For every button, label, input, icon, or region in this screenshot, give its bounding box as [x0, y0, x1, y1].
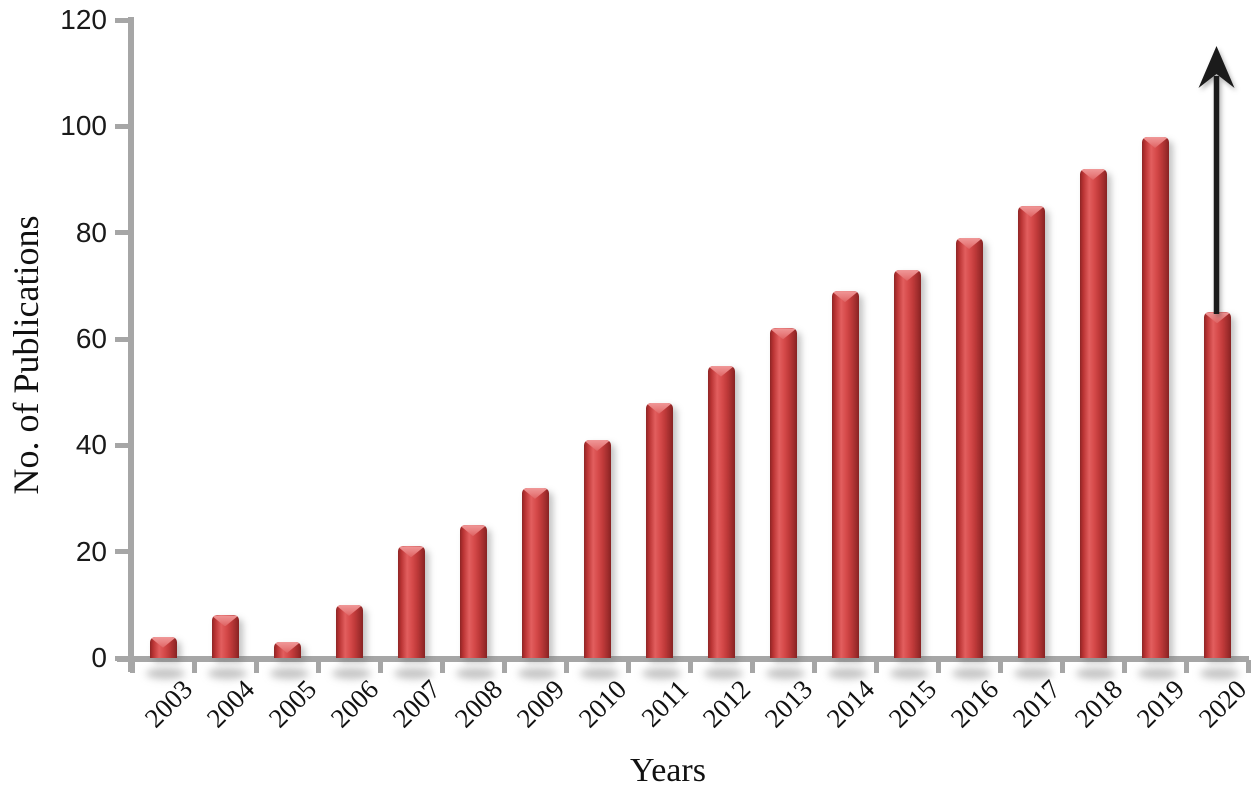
x-tick [439, 660, 445, 673]
bar-2017 [1017, 206, 1045, 658]
x-tick [501, 660, 507, 673]
x-tick [935, 660, 941, 673]
x-axis-line [117, 655, 1249, 662]
x-category-label: 2005 [262, 674, 323, 734]
bar-2018 [1079, 168, 1107, 658]
bar-2007 [397, 546, 425, 658]
x-tick [997, 660, 1003, 673]
x-tick [811, 660, 817, 673]
y-tick-label: 80 [75, 216, 107, 248]
x-tick [1059, 660, 1065, 673]
x-tick [1245, 660, 1251, 673]
x-category-label: 2017 [1006, 674, 1067, 734]
y-tick [115, 655, 129, 661]
x-tick [687, 660, 693, 673]
y-tick [115, 549, 129, 555]
x-category-label: 2003 [138, 674, 199, 734]
bar-2015 [893, 269, 921, 658]
y-tick [115, 442, 129, 448]
x-tick [1121, 660, 1127, 673]
bar-2019 [1141, 136, 1169, 658]
x-category-label: 2013 [758, 674, 819, 734]
bar-2004 [211, 615, 239, 658]
x-category-label: 2014 [820, 674, 881, 734]
bar-2009 [521, 487, 549, 658]
bar-2003 [149, 636, 177, 658]
x-tick [625, 660, 631, 673]
y-axis-line [128, 17, 134, 672]
x-category-label: 2019 [1130, 674, 1191, 734]
bar-2011 [645, 402, 673, 658]
x-category-label: 2007 [386, 674, 447, 734]
bar-2010 [583, 440, 611, 658]
x-category-label: 2011 [635, 674, 695, 733]
x-category-label: 2010 [572, 674, 633, 734]
y-tick-label: 120 [60, 4, 107, 35]
x-category-label: 2015 [882, 674, 943, 734]
x-tick [315, 660, 321, 673]
x-category-label: 2012 [696, 674, 757, 734]
bar-2012 [707, 365, 735, 658]
y-tick [115, 336, 129, 342]
y-tick-label: 100 [60, 110, 107, 142]
x-tick [873, 660, 879, 673]
x-category-label: 2016 [944, 674, 1005, 734]
x-tick [377, 660, 383, 673]
y-tick-label: 40 [75, 429, 107, 461]
bar-2020 [1203, 312, 1231, 658]
y-tick [115, 123, 129, 129]
x-tick [253, 660, 259, 673]
x-tick [1183, 660, 1189, 673]
x-category-label: 2008 [448, 674, 509, 734]
x-tick [563, 660, 569, 673]
x-category-label: 2006 [324, 674, 385, 734]
y-tick-label: 60 [75, 323, 107, 354]
bar-2014 [831, 291, 859, 658]
bar-2008 [459, 525, 487, 658]
bar-2016 [955, 237, 983, 658]
bar-2005 [273, 642, 301, 658]
x-category-label: 2018 [1068, 674, 1129, 734]
x-tick [749, 660, 755, 673]
bar-2006 [335, 604, 363, 658]
x-axis-title: Years [630, 752, 706, 789]
x-tick [129, 660, 135, 673]
x-category-label: 2020 [1192, 674, 1251, 734]
x-category-label: 2009 [510, 674, 571, 734]
y-tick [115, 17, 129, 23]
y-tick [115, 230, 129, 236]
x-category-label: 2004 [200, 674, 261, 734]
x-tick [191, 660, 197, 673]
y-tick-label: 20 [75, 535, 107, 567]
bar-2013 [769, 328, 797, 658]
y-tick-label: 0 [91, 642, 107, 673]
